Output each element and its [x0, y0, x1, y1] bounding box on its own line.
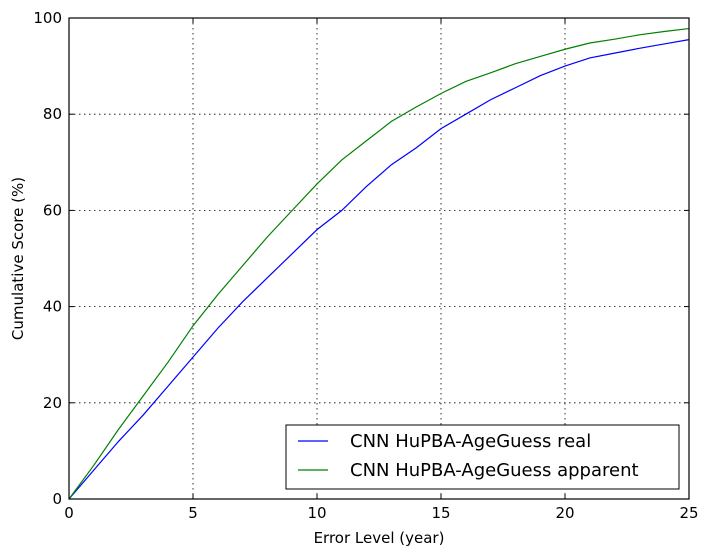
y-tick-label: 40 [43, 298, 62, 316]
plot-area [68, 27, 690, 500]
x-tick-label: 10 [307, 504, 326, 522]
legend-label-apparent: CNN HuPBA-AgeGuess apparent [350, 460, 639, 481]
y-axis-label: Cumulative Score (%) [9, 177, 27, 340]
x-tick-label: 20 [555, 504, 574, 522]
grid [69, 18, 689, 499]
legend-box [285, 424, 680, 490]
x-tick-label: 5 [188, 504, 198, 522]
series-line-real [68, 39, 690, 500]
legend: CNN HuPBA-AgeGuess real CNN HuPBA-AgeGue… [285, 424, 680, 490]
x-tick-label: 15 [431, 504, 450, 522]
x-tick-label: 25 [679, 504, 698, 522]
y-tick-label: 60 [43, 201, 62, 219]
y-tick-label: 20 [43, 394, 62, 412]
tick-labels: 0 5 10 15 20 25 0 20 40 60 80 100 [33, 9, 698, 522]
ticks [68, 17, 690, 500]
x-axis-label: Error Level (year) [314, 529, 445, 547]
series-line-apparent [68, 27, 690, 500]
y-tick-label: 80 [43, 105, 62, 123]
x-tick-label: 0 [64, 504, 74, 522]
y-tick-label: 100 [33, 9, 62, 27]
y-tick-label: 0 [52, 490, 62, 508]
axes-frame [68, 17, 690, 500]
legend-label-real: CNN HuPBA-AgeGuess real [350, 431, 591, 452]
